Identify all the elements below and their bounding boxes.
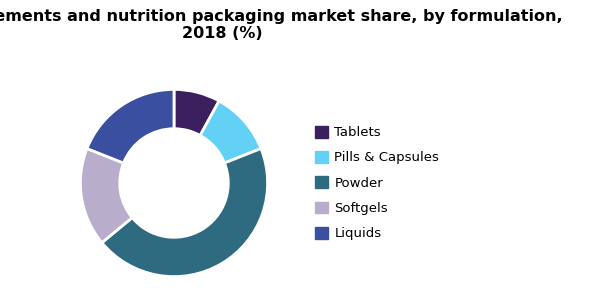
Wedge shape [80,148,132,243]
Wedge shape [200,101,261,163]
Wedge shape [87,89,174,163]
Legend: Tablets, Pills & Capsules, Powder, Softgels, Liquids: Tablets, Pills & Capsules, Powder, Softg… [309,120,445,246]
Wedge shape [174,89,219,135]
Text: Global supplements and nutrition packaging market share, by formulation,
2018 (%: Global supplements and nutrition packagi… [0,9,562,41]
Wedge shape [102,148,268,277]
